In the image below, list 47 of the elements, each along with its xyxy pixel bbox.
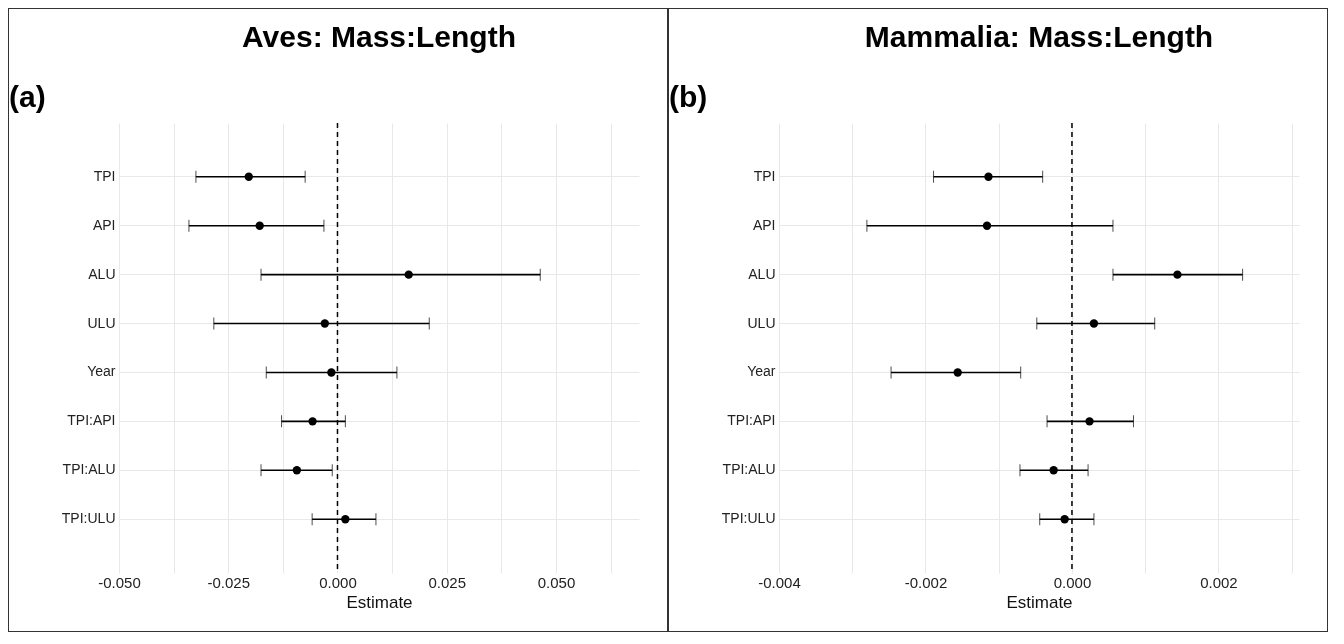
point — [404, 270, 413, 279]
point — [1060, 515, 1069, 524]
y-tick-label: TPI:ULU — [721, 510, 776, 527]
point — [255, 221, 264, 230]
x-tick-label: 0.002 — [1200, 573, 1238, 591]
x-tick-label: 0.050 — [537, 573, 576, 591]
text: (b) — [669, 80, 708, 113]
chart-title: Mammalia: Mass:Length — [864, 20, 1214, 53]
y-tick-label: ULU — [747, 314, 776, 331]
y-tick-label: ALU — [748, 265, 776, 282]
x-tick-label: 0.025 — [428, 573, 466, 591]
point — [982, 221, 992, 230]
x-axis-title: Estimate — [1006, 592, 1073, 612]
y-tick-label: ALU — [88, 265, 116, 282]
point — [984, 172, 993, 181]
point — [341, 515, 350, 524]
point — [953, 368, 962, 377]
y-tick-label: TPI — [93, 167, 116, 184]
x-tick-label: 0.000 — [1053, 573, 1092, 591]
y-tick-label: TPI:ALU — [722, 461, 776, 478]
y-tick-label: TPI — [753, 167, 776, 184]
point — [292, 466, 302, 475]
point — [1049, 466, 1058, 475]
point — [1173, 270, 1182, 279]
point — [327, 368, 336, 377]
y-tick-label: TPI:ULU — [61, 510, 116, 527]
y-tick-label: TPI:API — [67, 412, 116, 429]
point — [320, 319, 329, 328]
y-tick-label: TPI:API — [727, 412, 776, 429]
y-tick-label: ULU — [87, 314, 116, 331]
y-tick-label: API — [752, 216, 776, 233]
x-tick-label: -0.050 — [98, 573, 141, 591]
y-tick-label: TPI:ALU — [62, 461, 116, 478]
x-tick-label: -0.004 — [758, 573, 801, 591]
point — [244, 172, 253, 181]
x-axis-title: Estimate — [346, 592, 413, 612]
text: (a) — [9, 80, 46, 113]
y-tick-label: Year — [87, 363, 116, 380]
y-tick-label: Year — [747, 363, 776, 380]
x-tick-label: -0.002 — [904, 573, 948, 591]
y-tick-label: API — [92, 216, 116, 233]
point — [308, 417, 317, 426]
point — [1085, 417, 1094, 426]
point — [1089, 319, 1099, 328]
x-tick-label: 0.000 — [319, 573, 357, 591]
x-tick-label: -0.025 — [207, 573, 251, 591]
chart-title: Aves: Mass:Length — [242, 20, 516, 53]
